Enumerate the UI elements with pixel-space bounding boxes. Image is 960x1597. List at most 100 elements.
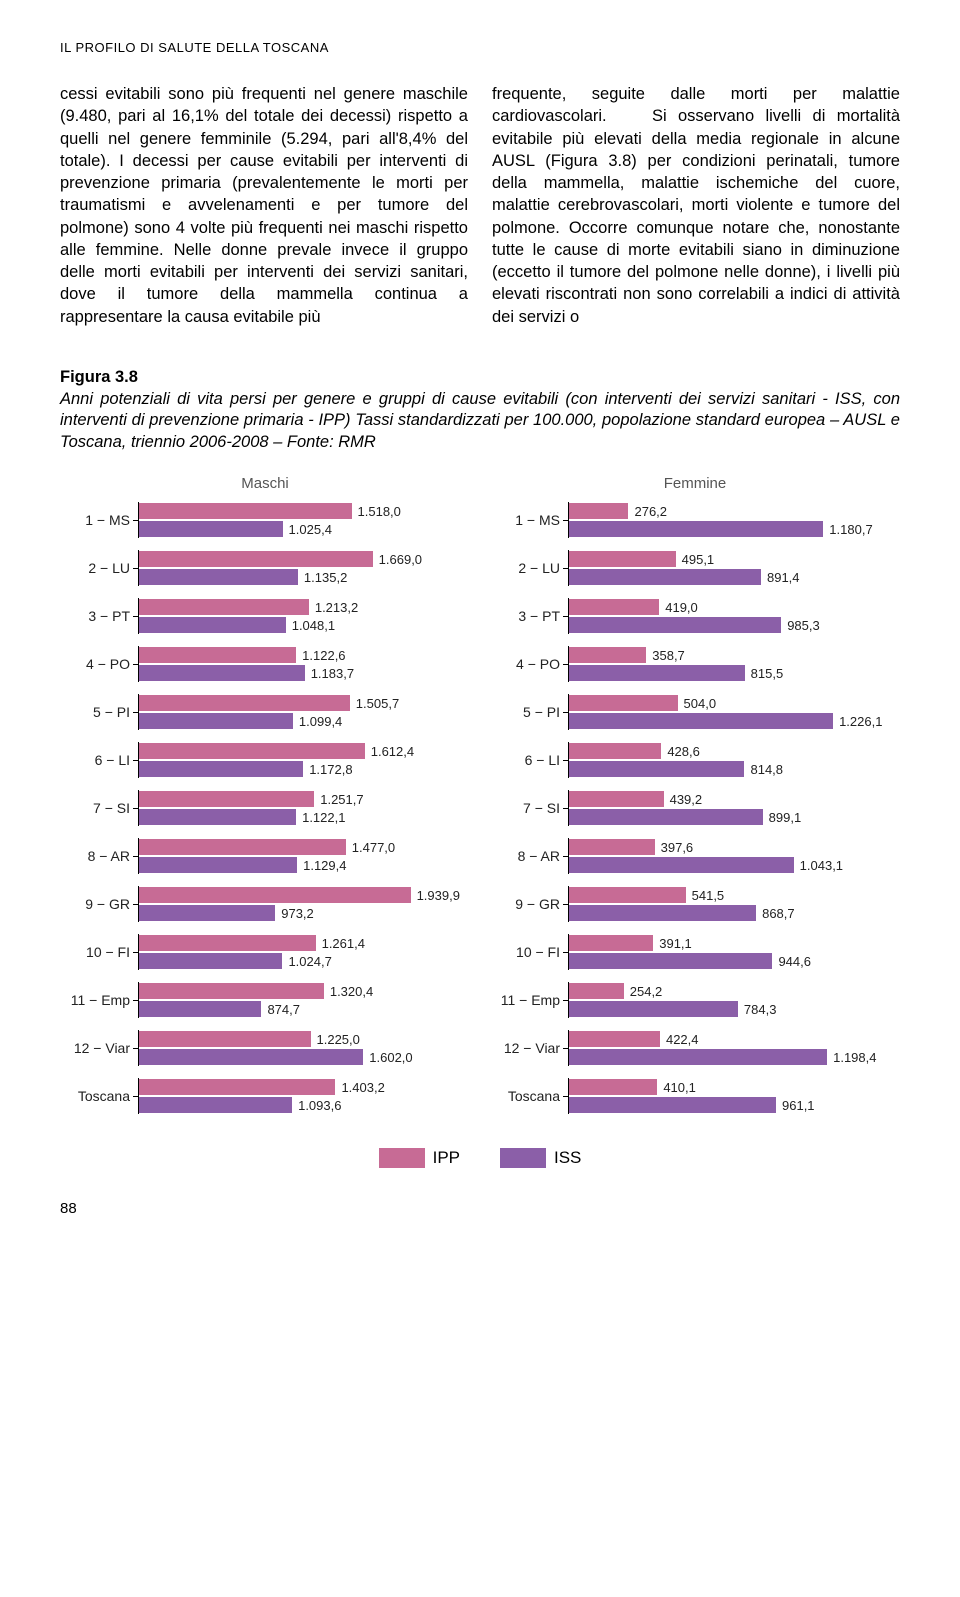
bar-iss bbox=[139, 905, 275, 921]
bar-ipp bbox=[139, 839, 346, 855]
row-label: 2 − LU bbox=[60, 560, 138, 576]
chart-row: 9 − GR1.939,9973,2 bbox=[60, 886, 470, 922]
bar-value-ipp: 1.225,0 bbox=[311, 1032, 360, 1047]
row-label: 3 − PT bbox=[490, 608, 568, 624]
bar-value-iss: 1.025,4 bbox=[283, 522, 332, 537]
bar-ipp bbox=[569, 551, 676, 567]
bar-value-iss: 1.024,7 bbox=[282, 954, 331, 969]
bar-value-ipp: 419,0 bbox=[659, 600, 698, 615]
bar-value-iss: 891,4 bbox=[761, 570, 800, 585]
figure-title: Figura 3.8 bbox=[60, 368, 900, 387]
row-label: 1 − MS bbox=[490, 512, 568, 528]
row-label: 7 − SI bbox=[60, 800, 138, 816]
bar-ipp bbox=[139, 791, 314, 807]
bar-value-ipp: 1.612,4 bbox=[365, 744, 414, 759]
bar-pair: 397,61.043,1 bbox=[568, 838, 900, 874]
column-right: frequente, seguite dalle morti per malat… bbox=[492, 83, 900, 328]
chart-title-femmine: Femmine bbox=[490, 475, 900, 492]
bar-pair: 1.251,71.122,1 bbox=[138, 790, 470, 826]
bar-iss bbox=[569, 713, 833, 729]
row-label: 11 − Emp bbox=[60, 992, 138, 1008]
chart-row: 7 − SI1.251,71.122,1 bbox=[60, 790, 470, 826]
bar-ipp bbox=[569, 503, 628, 519]
bar-value-iss: 814,8 bbox=[744, 762, 783, 777]
bar-ipp bbox=[569, 791, 664, 807]
bar-value-iss: 1.048,1 bbox=[286, 618, 335, 633]
bar-value-ipp: 422,4 bbox=[660, 1032, 699, 1047]
legend-label-ipp: IPP bbox=[433, 1148, 460, 1168]
chart-row: 3 − PT 419,0 985,3 bbox=[490, 598, 900, 634]
bar-value-iss: 1.198,4 bbox=[827, 1050, 876, 1065]
row-label: 3 − PT bbox=[60, 608, 138, 624]
bar-ipp bbox=[139, 743, 365, 759]
bar-pair: 391,1 944,6 bbox=[568, 934, 900, 970]
row-label: 5 − PI bbox=[490, 704, 568, 720]
bar-ipp bbox=[139, 503, 352, 519]
bar-value-ipp: 410,1 bbox=[657, 1080, 696, 1095]
bar-pair: 1.261,4 1.024,7 bbox=[138, 934, 470, 970]
bar-value-ipp: 1.213,2 bbox=[309, 600, 358, 615]
row-label: 10 − FI bbox=[490, 944, 568, 960]
row-label: 1 − MS bbox=[60, 512, 138, 528]
bar-value-iss: 1.226,1 bbox=[833, 714, 882, 729]
chart-title-maschi: Maschi bbox=[60, 475, 470, 492]
bar-ipp bbox=[569, 599, 659, 615]
bar-pair: 439,2899,1 bbox=[568, 790, 900, 826]
bar-ipp bbox=[569, 743, 661, 759]
chart-row: 1 − MS276,21.180,7 bbox=[490, 502, 900, 538]
bar-value-iss: 1.099,4 bbox=[293, 714, 342, 729]
bar-pair: 541,5 868,7 bbox=[568, 886, 900, 922]
bar-value-ipp: 504,0 bbox=[678, 696, 717, 711]
bar-pair: 276,21.180,7 bbox=[568, 502, 900, 538]
bar-pair: 1.477,01.129,4 bbox=[138, 838, 470, 874]
bar-ipp bbox=[139, 647, 296, 663]
chart-row: 2 − LU495,1891,4 bbox=[490, 550, 900, 586]
legend-ipp: IPP bbox=[379, 1148, 460, 1168]
bar-value-ipp: 1.403,2 bbox=[335, 1080, 384, 1095]
chart-row: 3 − PT 1.213,2 1.048,1 bbox=[60, 598, 470, 634]
bar-pair: 1.612,4 1.172,8 bbox=[138, 742, 470, 778]
bar-iss bbox=[139, 617, 286, 633]
row-label: Toscana bbox=[60, 1088, 138, 1104]
bar-value-iss: 874,7 bbox=[261, 1002, 300, 1017]
bar-iss bbox=[139, 761, 303, 777]
bar-pair: 1.669,01.135,2 bbox=[138, 550, 470, 586]
bar-ipp bbox=[569, 647, 646, 663]
bar-iss bbox=[139, 521, 283, 537]
bar-value-iss: 868,7 bbox=[756, 906, 795, 921]
bar-value-ipp: 428,6 bbox=[661, 744, 700, 759]
bar-ipp bbox=[569, 1031, 660, 1047]
bar-iss bbox=[139, 857, 297, 873]
bar-ipp bbox=[569, 935, 653, 951]
chart-row: 9 − GR541,5868,7 bbox=[490, 886, 900, 922]
bar-pair: 428,6 814,8 bbox=[568, 742, 900, 778]
bar-iss bbox=[139, 1097, 292, 1113]
text-columns: cessi evitabili sono più frequenti nel g… bbox=[60, 83, 900, 328]
row-label: 10 − FI bbox=[60, 944, 138, 960]
row-label: 8 − AR bbox=[60, 848, 138, 864]
row-label: 8 − AR bbox=[490, 848, 568, 864]
bar-value-iss: 1.172,8 bbox=[303, 762, 352, 777]
bar-value-ipp: 1.261,4 bbox=[316, 936, 365, 951]
row-label: 11 − Emp bbox=[490, 992, 568, 1008]
bar-pair: 422,4 1.198,4 bbox=[568, 1030, 900, 1066]
bar-value-iss: 944,6 bbox=[772, 954, 811, 969]
bar-value-iss: 1.602,0 bbox=[363, 1050, 412, 1065]
bar-iss bbox=[139, 569, 298, 585]
page-number: 88 bbox=[60, 1200, 900, 1217]
bar-value-ipp: 1.251,7 bbox=[314, 792, 363, 807]
bar-value-ipp: 541,5 bbox=[686, 888, 725, 903]
bar-pair: 495,1891,4 bbox=[568, 550, 900, 586]
bar-value-iss: 961,1 bbox=[776, 1098, 815, 1113]
row-label: 9 − GR bbox=[60, 896, 138, 912]
bar-value-iss: 1.135,2 bbox=[298, 570, 347, 585]
bar-value-ipp: 391,1 bbox=[653, 936, 692, 951]
bar-pair: 254,2784,3 bbox=[568, 982, 900, 1018]
bar-pair: 1.403,21.093,6 bbox=[138, 1078, 470, 1114]
bar-value-iss: 985,3 bbox=[781, 618, 820, 633]
bar-pair: 1.225,01.602,0 bbox=[138, 1030, 470, 1066]
bar-pair: 419,0 985,3 bbox=[568, 598, 900, 634]
row-label: 6 − LI bbox=[60, 752, 138, 768]
bar-value-iss: 1.183,7 bbox=[305, 666, 354, 681]
bar-iss bbox=[139, 809, 296, 825]
